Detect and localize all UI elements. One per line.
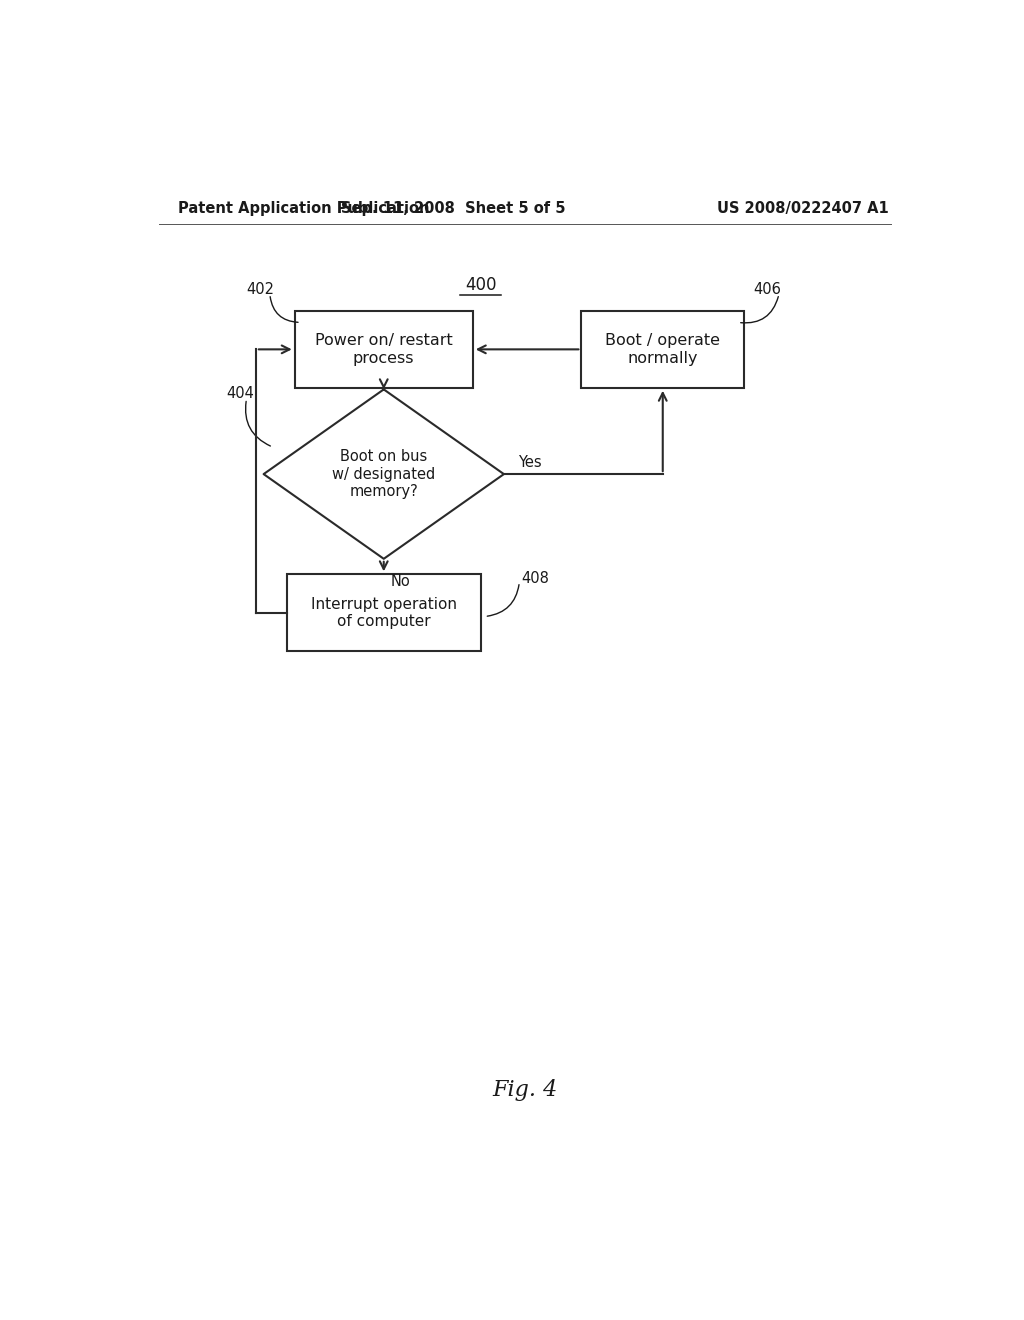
Text: Interrupt operation
of computer: Interrupt operation of computer: [310, 597, 457, 628]
Text: Boot on bus
w/ designated
memory?: Boot on bus w/ designated memory?: [332, 449, 435, 499]
Text: 404: 404: [226, 385, 254, 401]
Text: Yes: Yes: [518, 455, 542, 470]
Text: Boot / operate
normally: Boot / operate normally: [605, 333, 720, 366]
Text: 408: 408: [521, 570, 549, 586]
FancyBboxPatch shape: [582, 312, 744, 388]
Polygon shape: [263, 389, 504, 558]
Text: Patent Application Publication: Patent Application Publication: [178, 201, 430, 216]
FancyBboxPatch shape: [287, 574, 480, 651]
Text: 400: 400: [465, 276, 497, 294]
Text: 402: 402: [247, 281, 274, 297]
Text: Power on/ restart
process: Power on/ restart process: [314, 333, 453, 366]
Text: No: No: [391, 574, 411, 589]
Text: Fig. 4: Fig. 4: [493, 1080, 557, 1101]
Text: US 2008/0222407 A1: US 2008/0222407 A1: [717, 201, 889, 216]
Text: 406: 406: [754, 281, 781, 297]
Text: Sep. 11, 2008  Sheet 5 of 5: Sep. 11, 2008 Sheet 5 of 5: [341, 201, 565, 216]
FancyBboxPatch shape: [295, 312, 473, 388]
